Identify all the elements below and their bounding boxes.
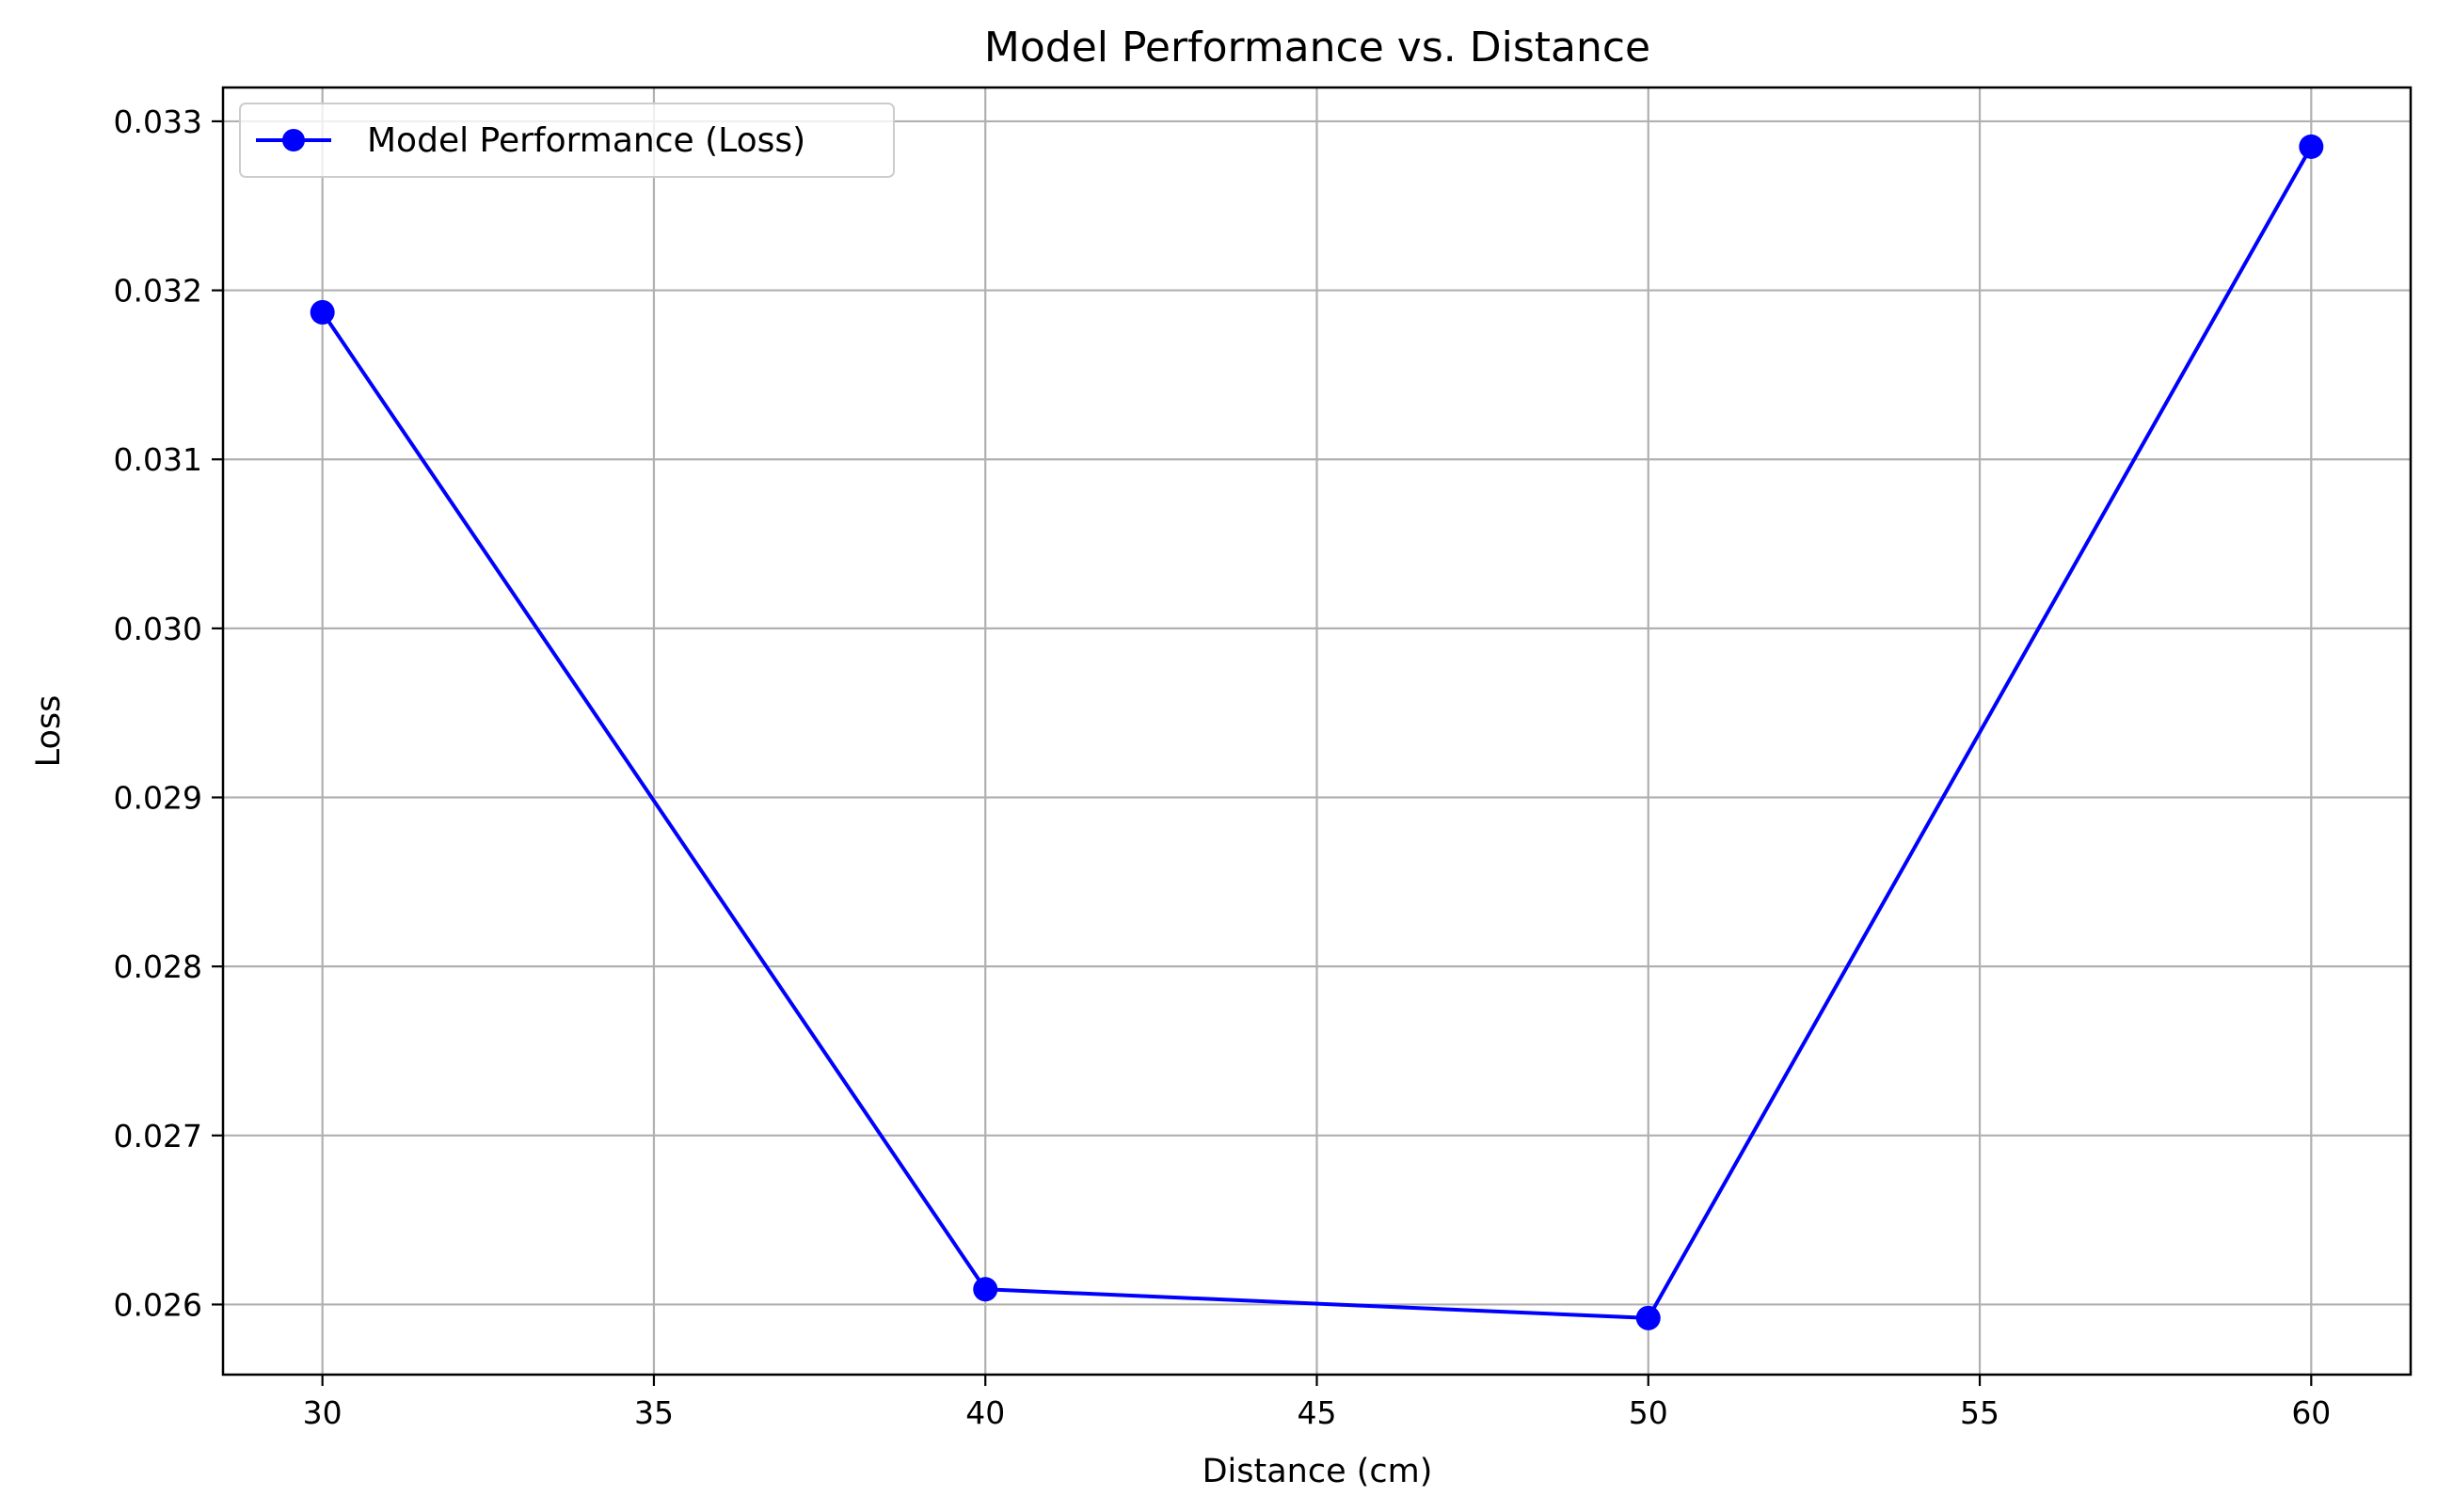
x-tick-label: 40 xyxy=(965,1394,1005,1431)
y-tick-label: 0.031 xyxy=(114,441,202,478)
y-axis-label: Loss xyxy=(30,695,68,768)
x-tick-label: 50 xyxy=(1629,1394,1668,1431)
data-point xyxy=(310,299,335,325)
y-tick-label: 0.028 xyxy=(114,948,202,985)
y-tick-label: 0.027 xyxy=(114,1118,202,1154)
legend-box xyxy=(239,103,895,178)
series-layer xyxy=(310,134,2324,1330)
y-tick-label: 0.030 xyxy=(114,611,202,647)
series-line xyxy=(321,145,2314,1320)
y-tick-label: 0.033 xyxy=(114,103,202,140)
x-tick-label: 60 xyxy=(2291,1394,2331,1431)
x-tick-label: 45 xyxy=(1298,1394,1337,1431)
data-point xyxy=(1635,1305,1661,1330)
data-point xyxy=(2299,134,2324,159)
data-point xyxy=(973,1277,998,1302)
y-tick-label: 0.029 xyxy=(114,780,202,817)
x-tick-label: 35 xyxy=(634,1394,674,1431)
y-tick-label: 0.032 xyxy=(114,273,202,310)
x-axis-label: Distance (cm) xyxy=(1203,1453,1433,1490)
legend-label: Model Performance (Loss) xyxy=(367,121,805,160)
ticks xyxy=(212,119,2313,1386)
tick-labels: 30 35 40 45 50 55 60 0.026 0.027 0.028 0.029 0.030 0… xyxy=(114,103,2332,1431)
legend: Model Performance (Loss) xyxy=(239,103,895,178)
chart-title: Model Performance vs. Distance xyxy=(984,24,1650,72)
x-tick-label: 30 xyxy=(303,1394,342,1431)
legend-marker-swatch xyxy=(282,129,305,151)
x-tick-label: 55 xyxy=(1960,1394,1999,1431)
y-tick-label: 0.026 xyxy=(114,1286,202,1323)
